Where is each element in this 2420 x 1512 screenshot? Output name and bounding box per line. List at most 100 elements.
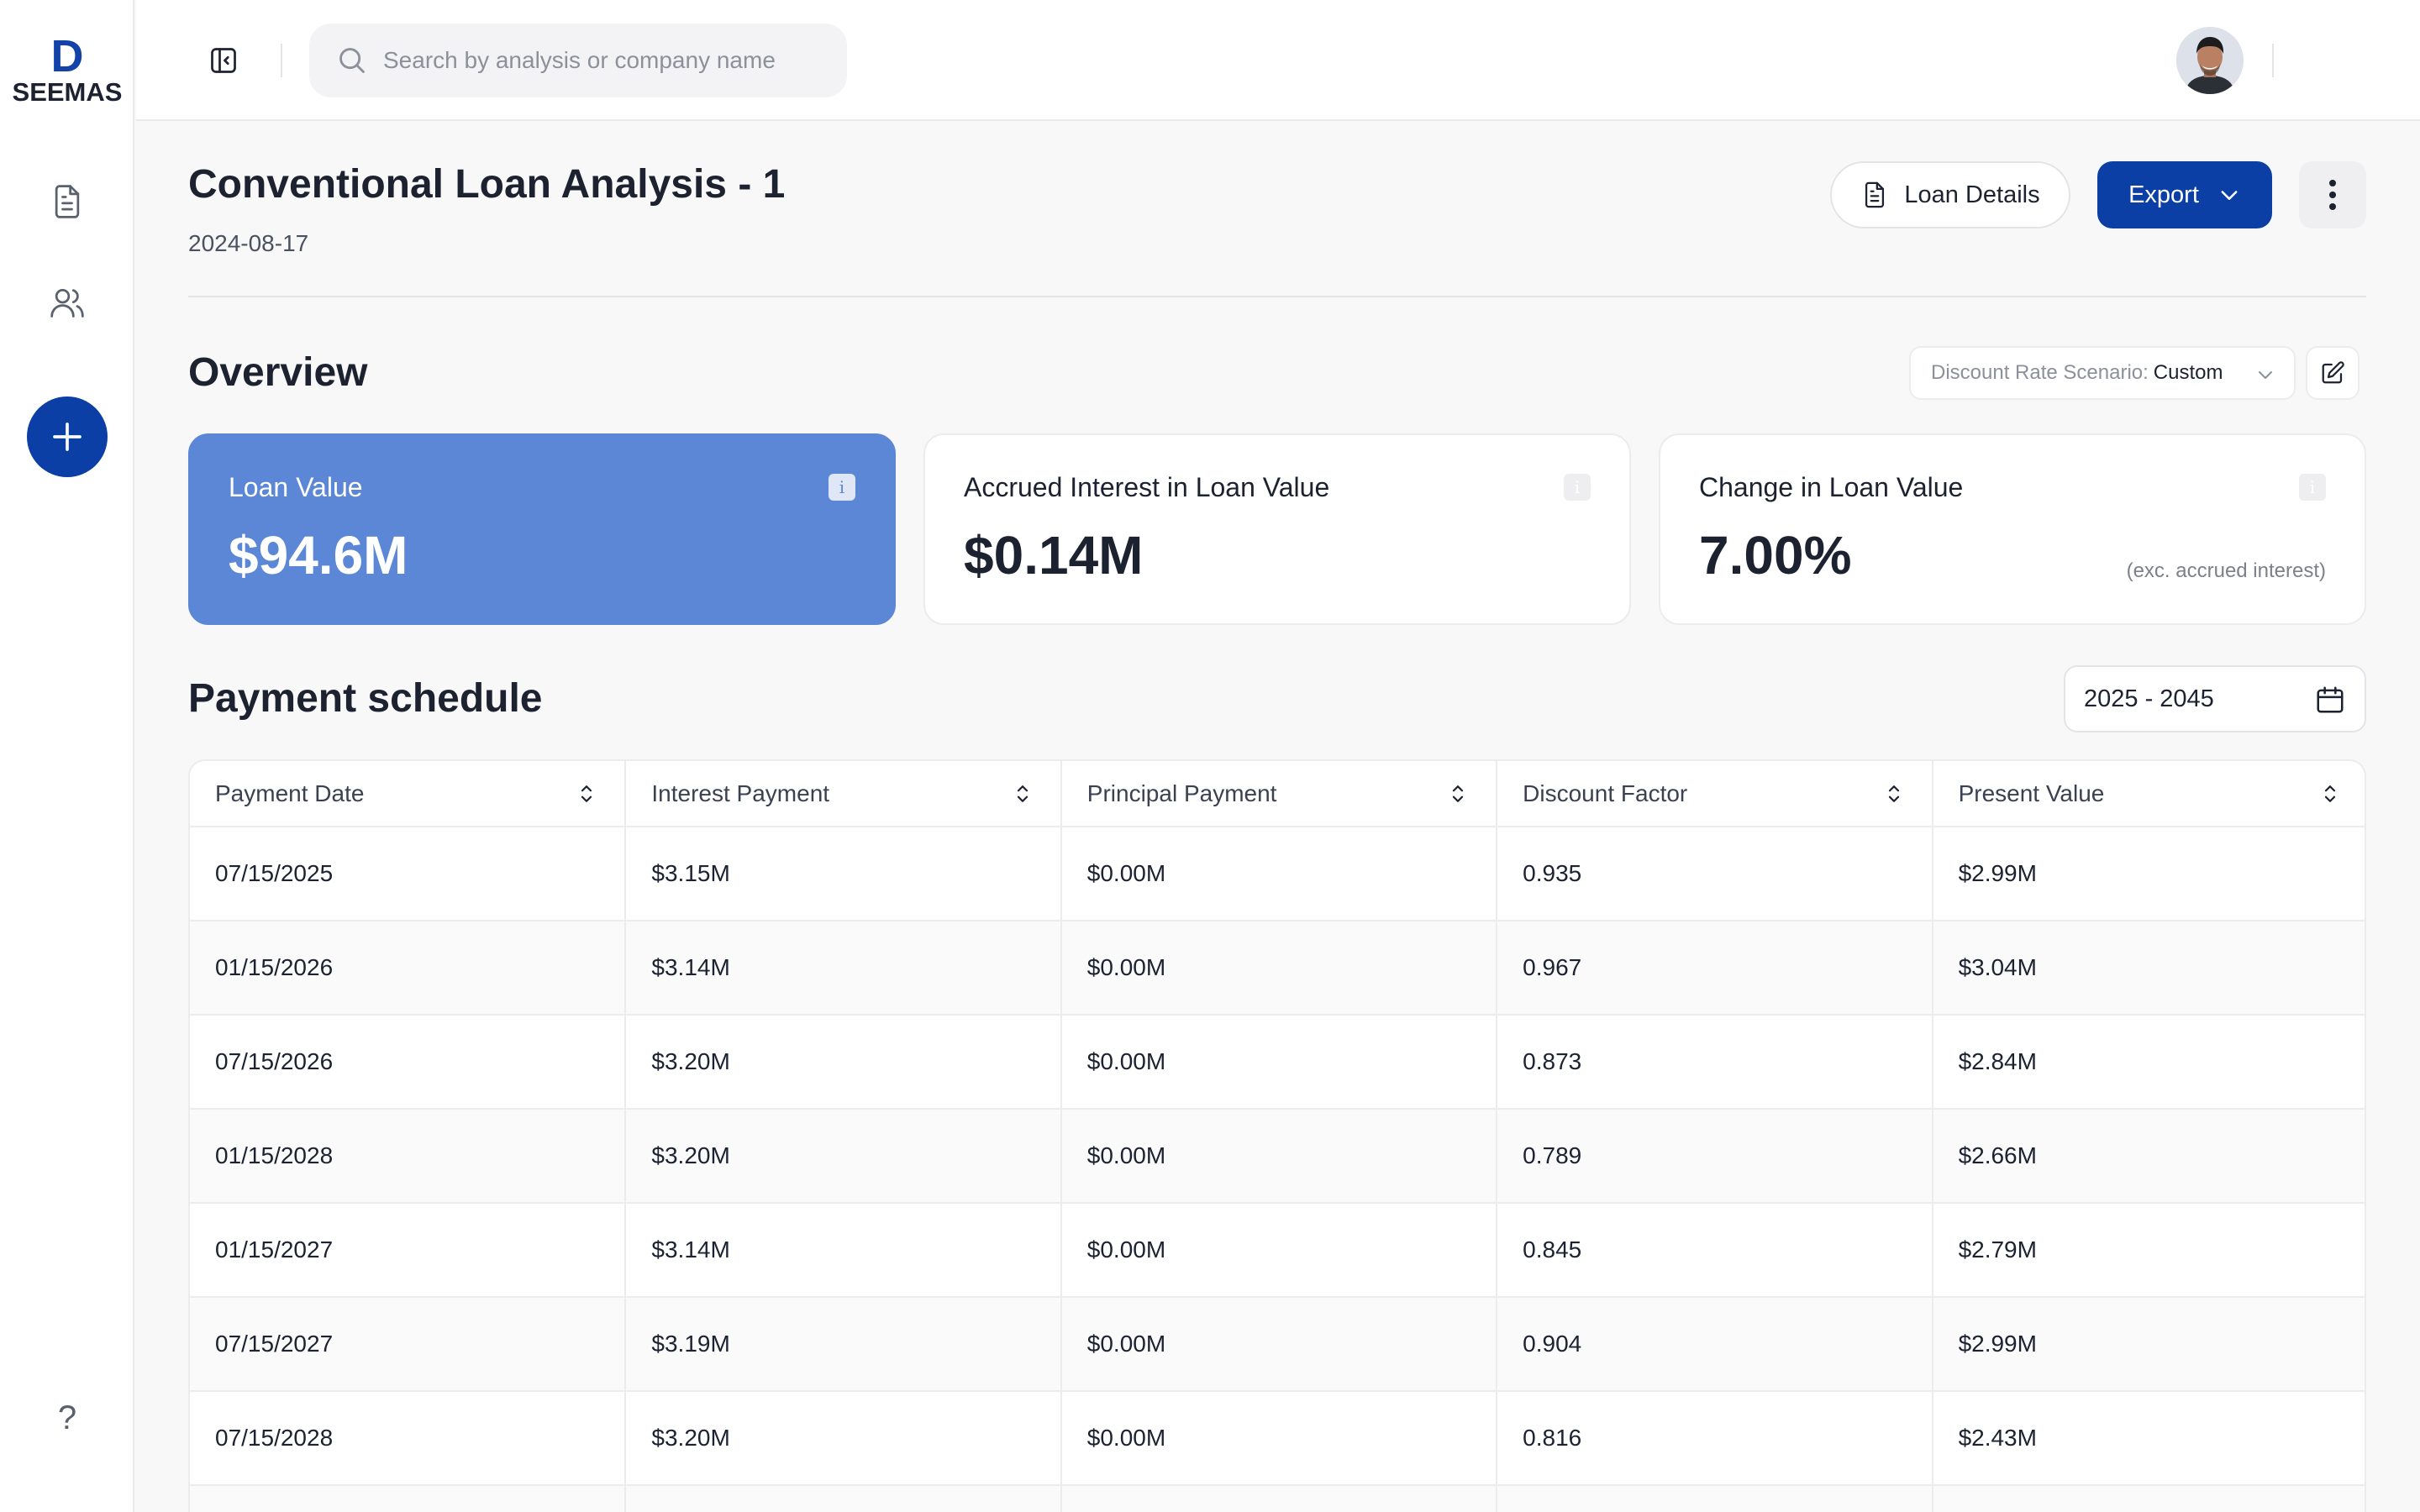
cell-discount-factor: 0.816 [1497, 1391, 1933, 1486]
cell-interest-payment: $3.14M [625, 1203, 1062, 1298]
sidebar-item-users[interactable] [34, 269, 101, 336]
cell-payment-date: 07/15/2028 [190, 1391, 627, 1486]
change-in-loan-value-card: Change in Loan Value 7.00% i (exc. accru… [1659, 433, 2366, 625]
chevron-down-icon [2221, 191, 2238, 200]
cell-interest-payment: $3.14M [625, 921, 1062, 1016]
card-value: $0.14M [964, 525, 1144, 585]
logo-mark: D [50, 31, 84, 81]
edit-icon [2322, 361, 2344, 384]
help-button[interactable]: ? [34, 1384, 101, 1452]
card-label: Accrued Interest in Loan Value [964, 472, 1330, 502]
plus-icon [53, 423, 82, 451]
chevron-down-icon [2259, 371, 2272, 379]
cell-discount-factor: 0.967 [1497, 921, 1933, 1016]
cell-principal-payment: $0.00M [1060, 827, 1498, 921]
cell-discount-factor: 0.904 [1497, 1297, 1933, 1392]
edit-scenario-button[interactable] [2306, 346, 2360, 400]
page-title: Conventional Loan Analysis - 1 [188, 162, 786, 207]
column-label: Interest Payment [651, 780, 830, 806]
info-icon[interactable]: i [829, 474, 855, 501]
sort-icon[interactable] [1010, 781, 1035, 806]
column-header-interest-payment[interactable]: Interest Payment [625, 761, 1062, 827]
cell-payment-date: 01/15/2027 [190, 1203, 627, 1298]
cell-interest-payment [625, 1485, 1062, 1512]
cell-present-value: $2.99M [1932, 1297, 2365, 1392]
sidebar-item-analyses[interactable] [34, 168, 101, 235]
loan-details-button[interactable]: Loan Details [1830, 161, 2070, 228]
cell-discount-factor [1497, 1485, 1933, 1512]
title-divider [188, 296, 2366, 297]
cell-principal-payment: $0.00M [1060, 1203, 1498, 1298]
column-header-payment-date[interactable]: Payment Date [190, 761, 627, 827]
sort-icon[interactable] [1881, 781, 1907, 806]
accrued-interest-card: Accrued Interest in Loan Value $0.14M i [923, 433, 1631, 625]
loan-details-label: Loan Details [1904, 181, 2040, 208]
sidebar-toggle-button[interactable] [203, 40, 244, 81]
column-header-discount-factor[interactable]: Discount Factor [1497, 761, 1933, 827]
analysis-date: 2024-08-17 [188, 230, 309, 256]
info-icon[interactable]: i [2299, 474, 2326, 501]
cell-principal-payment: $0.00M [1060, 1391, 1498, 1486]
table-row: 07/15/2028 $3.20M $0.00M 0.816 $2.43M [190, 1391, 2365, 1486]
cell-present-value: $2.43M [1932, 1391, 2365, 1486]
card-note: (exc. accrued interest) [2126, 559, 2326, 582]
table-row: 01/15/2026 $3.14M $0.00M 0.967 $3.04M [190, 921, 2365, 1016]
avatar[interactable] [2176, 27, 2244, 94]
cell-present-value: $2.84M [1932, 1015, 2365, 1110]
info-icon[interactable]: i [1564, 474, 1591, 501]
date-range-picker[interactable]: 2025 - 2045 [2064, 665, 2366, 732]
column-label: Present Value [1958, 780, 2105, 806]
table-row [190, 1485, 2365, 1512]
sort-icon[interactable] [574, 781, 599, 806]
sort-icon[interactable] [1445, 781, 1470, 806]
avatar-image [2176, 27, 2244, 94]
cell-payment-date: 07/15/2025 [190, 827, 627, 921]
column-header-principal-payment[interactable]: Principal Payment [1060, 761, 1498, 827]
document-icon [55, 185, 80, 218]
search-icon [339, 48, 365, 73]
more-vertical-icon [2329, 180, 2336, 210]
card-value: 7.00% [1699, 525, 1852, 585]
cell-interest-payment: $3.15M [625, 827, 1062, 921]
card-label: Loan Value [229, 472, 363, 502]
cell-principal-payment: $0.00M [1060, 1297, 1498, 1392]
cell-principal-payment [1060, 1485, 1498, 1512]
export-label: Export [2128, 181, 2199, 208]
loan-value-card: Loan Value $94.6M i [188, 433, 896, 625]
overview-title: Overview [188, 350, 368, 395]
cell-interest-payment: $3.20M [625, 1109, 1062, 1204]
cell-payment-date [190, 1485, 627, 1512]
top-header [136, 0, 2420, 121]
cell-payment-date: 07/15/2027 [190, 1297, 627, 1392]
cell-present-value: $3.04M [1932, 921, 2365, 1016]
sort-icon[interactable] [2317, 781, 2343, 806]
cell-present-value [1932, 1485, 2365, 1512]
cell-interest-payment: $3.20M [625, 1391, 1062, 1486]
header-divider [281, 44, 282, 77]
more-options-button[interactable] [2299, 161, 2366, 228]
column-label: Discount Factor [1523, 780, 1688, 806]
export-button[interactable]: Export [2097, 161, 2272, 228]
sidebar-toggle-icon [211, 48, 236, 73]
help-icon: ? [57, 1399, 77, 1436]
add-analysis-button[interactable] [27, 396, 108, 477]
search-input[interactable] [383, 47, 820, 74]
column-header-present-value[interactable]: Present Value [1932, 761, 2365, 827]
cell-discount-factor: 0.935 [1497, 827, 1933, 921]
cell-interest-payment: $3.20M [625, 1015, 1062, 1110]
search-box[interactable] [309, 24, 847, 97]
users-icon [50, 288, 84, 318]
discount-rate-scenario-select[interactable]: Discount Rate Scenario: Custom [1909, 346, 2296, 400]
payment-schedule-title: Payment schedule [188, 676, 543, 721]
scenario-value: Custom [2153, 361, 2223, 384]
card-label: Change in Loan Value [1699, 472, 1964, 502]
table-row: 07/15/2027 $3.19M $0.00M 0.904 $2.99M [190, 1297, 2365, 1392]
cell-present-value: $2.66M [1932, 1109, 2365, 1204]
calendar-icon [2317, 686, 2344, 713]
logo[interactable]: D SEEMAS [0, 34, 134, 106]
cell-present-value: $2.99M [1932, 827, 2365, 921]
cell-payment-date: 01/15/2026 [190, 921, 627, 1016]
cell-principal-payment: $0.00M [1060, 1109, 1498, 1204]
table-row: 01/15/2028 $3.20M $0.00M 0.789 $2.66M [190, 1109, 2365, 1204]
column-label: Payment Date [215, 780, 365, 806]
